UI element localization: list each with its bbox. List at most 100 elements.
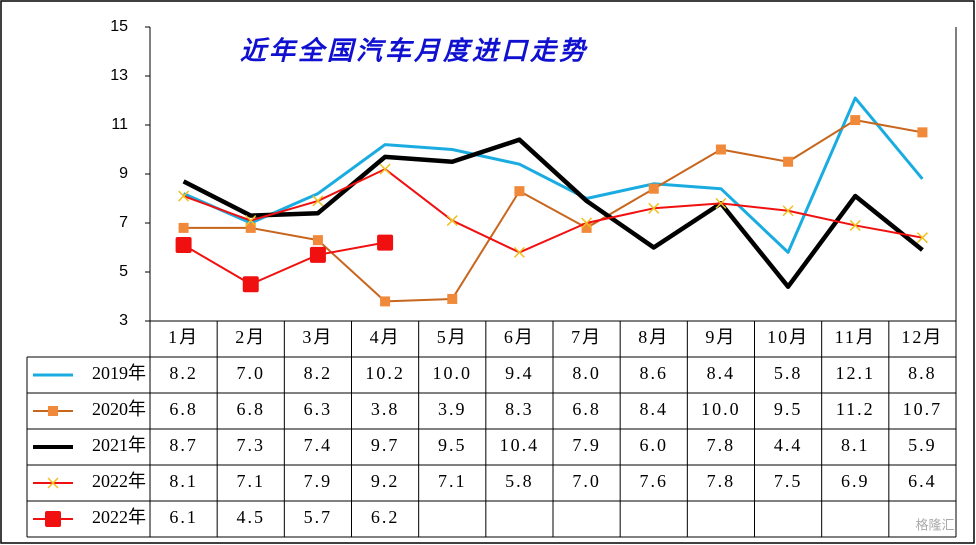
marker [514,186,525,197]
marker [783,156,794,167]
table-value: 7.1 [438,471,467,491]
table-value: 5.8 [505,471,534,491]
x-tick-label: 6月 [504,327,535,347]
y-tick-label: 5 [119,263,128,280]
legend-label: 2021年 [92,435,146,455]
table-value: 6.3 [304,399,333,419]
table-value: 8.0 [572,363,601,383]
y-tick-label: 11 [111,116,128,133]
table-value: 8.7 [169,435,198,455]
table-value: 8.4 [640,399,669,419]
table-value: 6.4 [908,471,937,491]
legend-marker [47,477,59,489]
x-tick-label: 12月 [901,327,943,347]
table-value: 5.7 [304,507,333,527]
x-tick-label: 2月 [235,327,266,347]
y-tick-label: 3 [119,312,128,329]
x-tick-label: 5月 [437,327,468,347]
legend-label: 2019年 [92,363,146,383]
table-value: 8.8 [908,363,937,383]
table-value: 7.4 [304,435,333,455]
series-line [183,119,923,303]
marker [916,232,928,244]
y-tick-label: 9 [119,165,128,182]
marker [312,235,323,246]
marker [849,219,861,231]
chart-title: 近年全国汽车月度进口走势 [240,37,588,67]
marker [850,115,861,126]
table-value: 7.9 [304,471,333,491]
table-value: 4.4 [774,435,803,455]
x-tick-label: 3月 [302,327,333,347]
table-value: 7.5 [774,471,803,491]
table-value: 5.8 [774,363,803,383]
legend-label: 2020年 [92,399,146,419]
x-tick-label: 11月 [835,327,876,347]
table-value: 8.6 [640,363,669,383]
table-value: 7.1 [237,471,266,491]
series-line [183,168,923,254]
table-value: 6.0 [640,435,669,455]
marker [245,222,256,233]
marker [245,215,257,227]
table-value: 6.8 [572,399,601,419]
marker [312,195,324,207]
marker [715,197,727,209]
x-tick-label: 10月 [767,327,809,347]
table-value: 7.0 [572,471,601,491]
x-tick-label: 7月 [571,327,602,347]
marker [581,217,593,229]
table-value: 10.7 [903,399,943,419]
marker [379,163,391,175]
x-tick-label: 1月 [168,327,199,347]
series-line [182,96,924,254]
table-value: 3.9 [438,399,467,419]
table-value: 8.2 [304,363,333,383]
marker [175,237,192,254]
marker [782,205,794,217]
table-value: 8.1 [841,435,870,455]
y-tick-label: 13 [110,67,128,84]
series-line [182,137,924,289]
table-value: 5.9 [908,435,937,455]
marker [513,246,525,258]
table-value: 7.8 [707,435,736,455]
table-value: 9.5 [438,435,467,455]
marker [447,293,458,304]
table-value: 3.8 [371,399,400,419]
marker [715,144,726,155]
marker [377,234,394,251]
legend-marker [45,511,61,527]
table-value: 6.9 [841,471,870,491]
table-value: 8.2 [169,363,198,383]
marker [178,222,189,233]
x-tick-label: 4月 [370,327,401,347]
x-tick-label: 9月 [705,327,736,347]
table-value: 10.0 [433,363,473,383]
table-value: 7.9 [572,435,601,455]
marker [380,296,391,307]
marker [581,222,592,233]
table-value: 9.7 [371,435,400,455]
table-value: 6.8 [169,399,198,419]
marker [648,202,660,214]
table-value: 9.4 [505,363,534,383]
table-value: 7.8 [707,471,736,491]
table-value: 7.0 [237,363,266,383]
watermark: 格隆汇 [915,518,954,534]
legend-marker [48,406,58,416]
table-value: 7.6 [640,471,669,491]
x-tick-label: 8月 [638,327,669,347]
table-value: 12.1 [836,363,876,383]
table-value: 10.4 [500,435,540,455]
table-value: 8.4 [707,363,736,383]
marker [648,183,659,194]
table-value: 6.1 [169,507,198,527]
table-value: 10.0 [701,399,741,419]
table-value: 10.2 [365,363,405,383]
legend-label: 2022年 [92,471,146,491]
table-value: 4.5 [237,507,266,527]
table-value: 9.5 [774,399,803,419]
